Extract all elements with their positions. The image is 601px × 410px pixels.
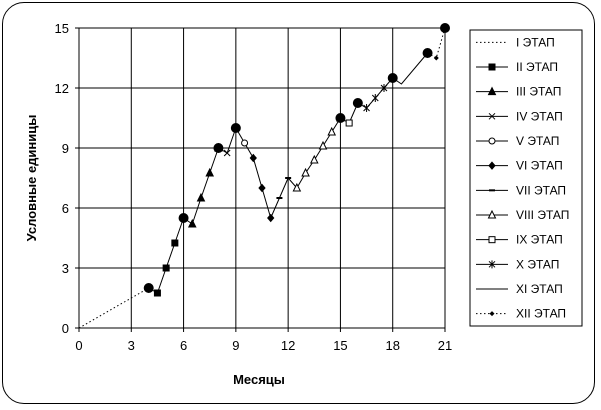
y-tick-label: 15 — [55, 21, 69, 36]
y-tick-label: 6 — [62, 201, 69, 216]
point-marker-x — [488, 112, 496, 120]
legend: I ЭТАП II ЭТАП III ЭТАП IV ЭТАП V ЭТАП VI ЭТА… — [469, 29, 583, 327]
plot-border — [78, 27, 446, 329]
highlight-point — [387, 73, 398, 83]
x-axis-title: Месяцы — [233, 372, 285, 387]
legend-entry: IV ЭТАП — [476, 109, 563, 123]
plot-area — [78, 27, 446, 329]
y-tick-label: 0 — [62, 321, 69, 336]
legend-entry: II ЭТАП — [476, 60, 558, 74]
highlight-point — [178, 213, 189, 223]
legend-entry: XII ЭТАП — [476, 307, 566, 321]
point-marker-circle-open — [488, 137, 496, 145]
x-tick-label: 3 — [128, 338, 135, 353]
x-tick-labels: 0 3 6 9 12 15 18 21 — [75, 328, 452, 353]
x-tick-label: 12 — [281, 338, 295, 353]
highlight-point — [335, 113, 346, 123]
point-marker-diamond-small — [489, 311, 495, 317]
legend-entry: VI ЭТАП — [476, 159, 563, 173]
legend-entry: V ЭТАП — [476, 134, 559, 148]
legend-label: III ЭТАП — [516, 85, 561, 99]
legend-label: V ЭТАП — [516, 134, 559, 148]
point-marker-star — [380, 84, 388, 92]
legend-entry: X ЭТАП — [476, 257, 559, 271]
legend-label: VIII ЭТАП — [516, 208, 569, 222]
y-tick-labels: 0 3 6 9 12 15 — [55, 21, 79, 336]
y-tick-label: 12 — [55, 81, 69, 96]
point-marker-triangle-open — [301, 167, 310, 177]
point-marker-diamond — [258, 183, 266, 193]
point-marker-triangle — [205, 167, 215, 177]
highlight-point — [213, 143, 224, 153]
point-marker-triangle-open — [292, 182, 302, 192]
point-marker-square — [162, 264, 170, 272]
x-tick-label: 18 — [385, 338, 399, 353]
point-marker-square — [153, 289, 161, 297]
point-marker-star — [488, 260, 496, 269]
legend-entry: I ЭТАП — [476, 35, 555, 49]
point-marker-square-open — [488, 236, 496, 244]
highlight-point — [352, 98, 363, 108]
highlight-point — [440, 23, 450, 33]
x-tick-label: 15 — [333, 338, 347, 353]
legend-label: X ЭТАП — [516, 257, 559, 271]
point-marker-square-open — [345, 119, 353, 127]
highlight-point — [422, 48, 433, 58]
legend-label: IX ЭТАП — [516, 233, 563, 247]
legend-label: VI ЭТАП — [516, 159, 563, 173]
legend-label: XII ЭТАП — [516, 307, 566, 321]
point-marker-x-stroke — [488, 112, 496, 120]
point-marker-square — [488, 63, 496, 71]
highlight-point — [230, 123, 241, 133]
legend-label: I ЭТАП — [516, 35, 555, 49]
point-marker-triangle — [487, 86, 497, 96]
point-marker-triangle-open — [327, 126, 337, 136]
legend-label: IV ЭТАП — [516, 109, 563, 123]
legend-entry: VII ЭТАП — [476, 183, 566, 197]
point-marker-diamond — [267, 213, 275, 223]
legend-entry: VIII ЭТАП — [476, 208, 569, 222]
point-marker-triangle — [187, 218, 197, 228]
y-tick-label: 3 — [62, 261, 69, 276]
legend-label: VII ЭТАП — [516, 183, 566, 197]
grid-lines — [79, 28, 445, 328]
point-marker-square — [171, 239, 179, 247]
point-marker-diamond — [488, 161, 496, 170]
x-tick-label: 6 — [180, 338, 187, 353]
point-marker-diamond — [249, 153, 257, 163]
point-marker-triangle-open — [318, 140, 328, 150]
point-marker-x — [223, 149, 231, 157]
x-tick-label: 9 — [232, 338, 239, 353]
point-marker-circle-open — [241, 139, 249, 147]
highlight-points — [143, 23, 450, 293]
series-line-1 — [78, 287, 149, 329]
y-tick-label: 9 — [62, 141, 69, 156]
series-line-6 — [244, 142, 272, 219]
legend-entry: III ЭТАП — [476, 85, 561, 99]
point-marker-star — [371, 94, 379, 102]
x-tick-label: 0 — [75, 338, 82, 353]
legend-entry: XI ЭТАП — [476, 282, 563, 296]
point-marker-x-stroke — [223, 149, 231, 157]
point-marker-triangle — [196, 192, 206, 202]
x-tick-label: 21 — [438, 338, 452, 353]
point-marker-triangle-open — [309, 154, 319, 164]
point-marker-star — [363, 104, 370, 112]
legend-label: II ЭТАП — [516, 60, 558, 74]
legend-label: XI ЭТАП — [516, 282, 563, 296]
highlight-point — [143, 283, 154, 293]
point-marker-diamond-small — [433, 55, 439, 61]
legend-box — [469, 29, 583, 327]
point-marker-triangle-open — [487, 209, 497, 219]
y-axis-title: Условные единицы — [24, 115, 39, 242]
legend-entry: IX ЭТАП — [476, 233, 563, 247]
